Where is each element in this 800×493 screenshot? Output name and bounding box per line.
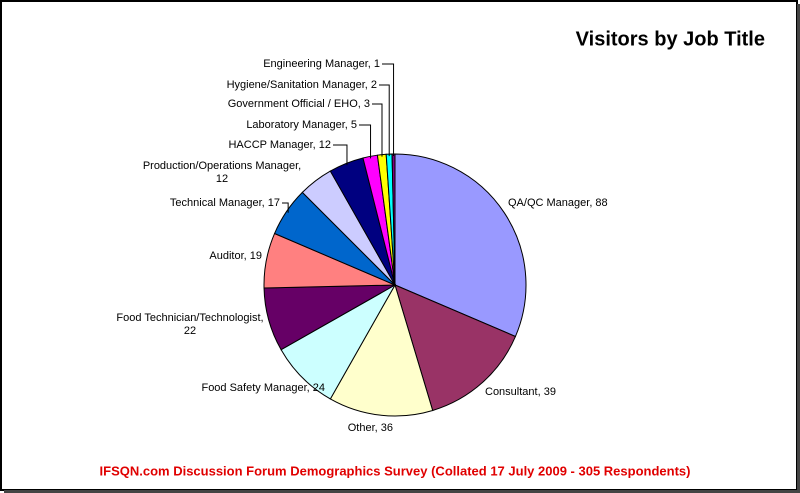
label-line: Consultant, 39: [485, 386, 556, 398]
label-line: Auditor, 19: [209, 250, 262, 262]
label-line: 22: [184, 325, 196, 337]
leader-line: [282, 202, 289, 213]
label-line: Food Technician/Technologist,: [116, 312, 263, 324]
leader-line: [372, 103, 383, 157]
data-label: Food Technician/Technologist, 22: [116, 312, 263, 337]
data-label: QA/QC Manager, 88: [508, 197, 608, 209]
data-label: Other, 36: [348, 422, 393, 434]
label-line: 12: [216, 173, 228, 185]
pie-slice: [394, 153, 527, 338]
chart-subtitle: IFSQN.com Discussion Forum Demographics …: [100, 463, 691, 478]
chart-title: Visitors by Job Title: [576, 28, 765, 50]
label-line: Other, 36: [348, 422, 393, 434]
pie-slice: [394, 284, 517, 412]
label-line: QA/QC Manager, 88: [508, 197, 608, 209]
data-label: Hygiene/Sanitation Manager, 2: [227, 79, 377, 91]
data-label: Technical Manager, 17: [170, 197, 280, 209]
data-label: HACCP Manager, 12: [228, 139, 331, 151]
label-line: HACCP Manager, 12: [228, 139, 331, 151]
pie-slice: [329, 283, 434, 417]
data-label: Engineering Manager, 1: [263, 58, 380, 70]
data-label: Auditor, 19: [209, 250, 262, 262]
label-line: Government Official / EHO, 3: [228, 98, 370, 110]
leader-line: [359, 124, 372, 159]
label-line: Engineering Manager, 1: [263, 58, 380, 70]
data-label: Production/Operations Manager, 12: [143, 160, 301, 185]
leader-line: [379, 84, 390, 157]
leader-line: [333, 144, 348, 166]
shadow: [797, 4, 800, 493]
shadow: [4, 490, 800, 493]
data-label: Laboratory Manager, 5: [246, 119, 357, 131]
leader-line: [382, 63, 395, 157]
data-label: Food Safety Manager, 24: [201, 382, 325, 394]
label-line: Production/Operations Manager,: [143, 160, 301, 172]
data-label: Government Official / EHO, 3: [228, 98, 370, 110]
label-line: Food Safety Manager, 24: [201, 382, 325, 394]
label-line: Technical Manager, 17: [170, 197, 280, 209]
data-label: Consultant, 39: [485, 386, 556, 398]
label-line: Hygiene/Sanitation Manager, 2: [227, 79, 377, 91]
label-line: Laboratory Manager, 5: [246, 119, 357, 131]
